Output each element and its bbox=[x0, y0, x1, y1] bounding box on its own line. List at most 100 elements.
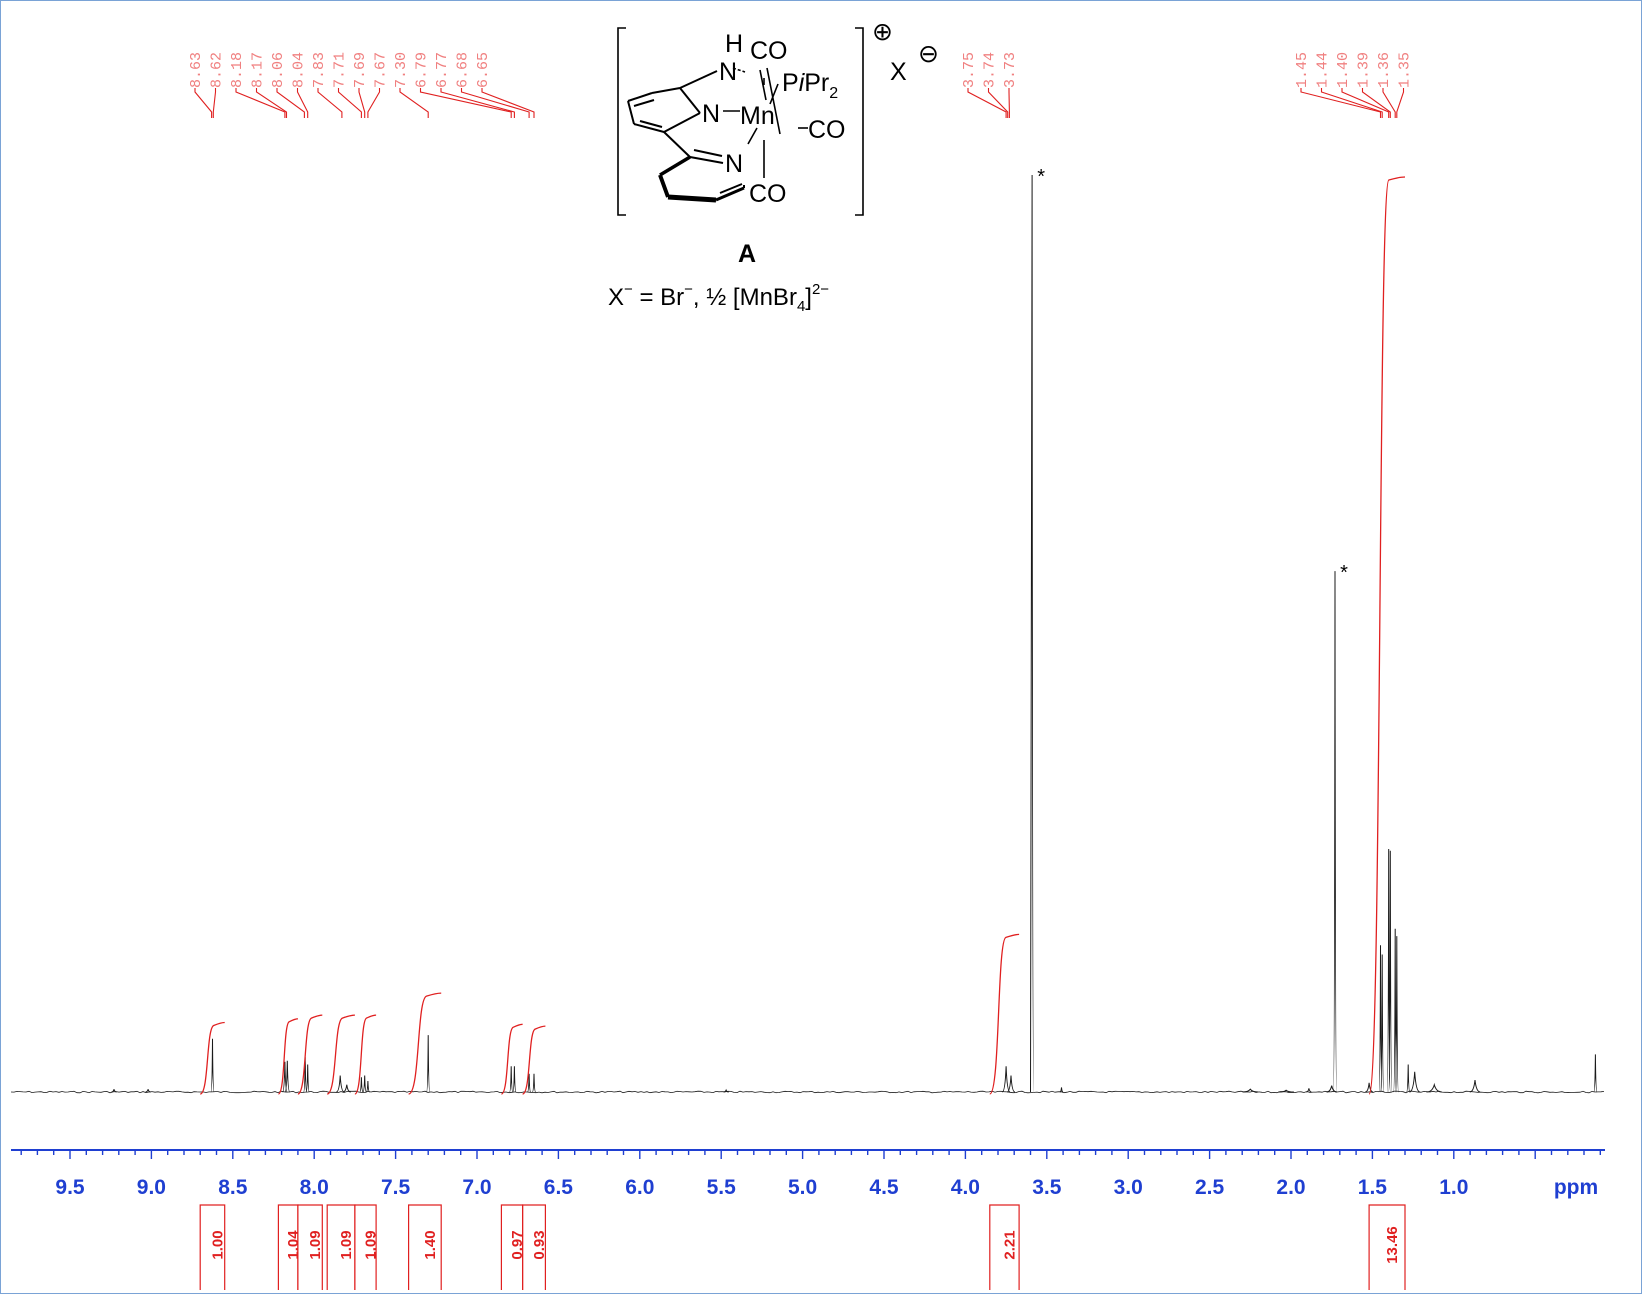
positive-charge-symbol: ⊕ bbox=[872, 18, 893, 46]
integral-curve bbox=[326, 1014, 355, 1095]
integral-curve bbox=[521, 1025, 546, 1095]
peak-label-connector bbox=[367, 88, 381, 118]
integral-bracket bbox=[500, 1204, 524, 1212]
integral-bracket bbox=[408, 1204, 442, 1212]
peak-label-connector bbox=[358, 88, 366, 118]
peak-label: 7.83 bbox=[311, 52, 328, 88]
peak-label-connector bbox=[419, 88, 512, 118]
solvent-asterisk: * bbox=[1037, 166, 1045, 188]
co-ligand-right: CO bbox=[808, 116, 846, 144]
peak-label: 8.04 bbox=[291, 52, 308, 88]
peak-label: 1.40 bbox=[1335, 52, 1352, 88]
peak-label-connector bbox=[235, 88, 286, 118]
solvent-asterisk: * bbox=[1340, 562, 1348, 584]
peak-label-connector bbox=[212, 88, 217, 118]
integral-curve bbox=[277, 1018, 298, 1095]
integral-bracket bbox=[277, 1204, 299, 1212]
peak-label: 1.36 bbox=[1376, 52, 1393, 88]
peak-label-connector bbox=[317, 88, 343, 118]
integral-bracket bbox=[326, 1204, 356, 1212]
x-axis-tick-label: 5.5 bbox=[707, 1176, 737, 1199]
peak-label-connector bbox=[1341, 88, 1390, 118]
molecular-structure: H N CO PiPr2 N Mn CO N CO ⊕ X ⊖ A X− = B… bbox=[608, 18, 939, 315]
spectrum-peak bbox=[531, 1073, 537, 1093]
anion-x: X bbox=[890, 58, 907, 86]
peak-label: 1.35 bbox=[1397, 52, 1414, 88]
peak-label: 8.62 bbox=[209, 52, 226, 88]
integral-layer bbox=[199, 176, 1406, 1095]
x-axis-tick-label: 9.0 bbox=[137, 1176, 166, 1199]
peak-label: 3.75 bbox=[961, 52, 978, 88]
peak-label: 6.68 bbox=[455, 52, 472, 88]
peak-label: 8.17 bbox=[250, 52, 267, 88]
peak-label: 8.06 bbox=[270, 52, 287, 88]
peak-label-connector bbox=[1320, 88, 1383, 118]
x-axis-tick-label: 2.5 bbox=[1195, 1176, 1225, 1199]
spectrum-peak bbox=[1426, 1082, 1443, 1093]
peak-label: 8.18 bbox=[229, 52, 246, 88]
spectrum-peak bbox=[365, 1080, 370, 1093]
integral-value: 1.09 bbox=[338, 1230, 355, 1259]
integral-bracket bbox=[354, 1204, 377, 1212]
peak-label-connector bbox=[460, 88, 530, 118]
spectrum-peak bbox=[1001, 1066, 1011, 1093]
integral-curve bbox=[1368, 176, 1406, 1095]
integral-curve bbox=[989, 933, 1020, 1095]
spectrum-peak bbox=[210, 1038, 215, 1093]
spectrum-baseline bbox=[10, 1090, 1605, 1094]
peak-label-connector bbox=[1361, 88, 1391, 118]
peak-label: 6.65 bbox=[475, 52, 492, 88]
x-axis-tick-label: 1.0 bbox=[1439, 1176, 1468, 1199]
spectrum-peak bbox=[342, 1084, 351, 1093]
atom-h: H bbox=[725, 30, 743, 58]
peak-label: 1.39 bbox=[1356, 52, 1373, 88]
spectrum-peak bbox=[305, 1064, 310, 1093]
peak-label: 1.45 bbox=[1294, 52, 1311, 88]
atom-n-pyridine-1: N bbox=[702, 100, 720, 128]
peak-label-connector bbox=[296, 88, 309, 118]
peak-label-connector bbox=[337, 88, 362, 118]
integral-curve bbox=[199, 1021, 225, 1095]
negative-charge-symbol: ⊖ bbox=[918, 40, 939, 68]
spectrum-peak bbox=[1394, 936, 1399, 1093]
spectrum-layer bbox=[10, 174, 1605, 1094]
x-axis-tick-label: 4.5 bbox=[869, 1176, 899, 1199]
integral-curve bbox=[297, 1014, 323, 1095]
co-ligand-top: CO bbox=[750, 37, 788, 65]
spectrum-peak bbox=[336, 1075, 345, 1093]
peak-label-connector bbox=[967, 88, 1007, 118]
atom-n-pyridine-2: N bbox=[725, 150, 743, 178]
peak-label: 1.44 bbox=[1315, 52, 1332, 88]
peak-label: 6.79 bbox=[414, 52, 431, 88]
x-axis-tick-label: 3.0 bbox=[1114, 1176, 1143, 1199]
integral-curve bbox=[354, 1014, 377, 1095]
x-axis: 9.5 9.0 8.5 8.0 7.5 7.0 6.5 6.0 5.5 5.0 4.5 4.0 3.5 3… bbox=[11, 1149, 1605, 1199]
right-bracket bbox=[855, 27, 864, 216]
spectrum-peak bbox=[512, 1066, 517, 1093]
peak-label: 3.74 bbox=[982, 52, 999, 88]
spectrum-peak bbox=[282, 1061, 288, 1093]
atom-n-amine: N bbox=[719, 58, 737, 86]
peak-label: 7.71 bbox=[332, 52, 349, 88]
x-axis-tick-label: 4.0 bbox=[951, 1176, 980, 1199]
integral-bracket bbox=[199, 1204, 226, 1212]
co-ligand-bottom: CO bbox=[749, 180, 787, 208]
spectrum-peak bbox=[284, 1060, 291, 1093]
x-axis-tick-label: 2.0 bbox=[1276, 1176, 1305, 1199]
metal-bonds bbox=[723, 67, 808, 178]
integral-value: 0.93 bbox=[531, 1230, 548, 1259]
x-axis-tick-label: 9.5 bbox=[55, 1176, 85, 1199]
phosphine-label: PiPr2 bbox=[782, 69, 838, 102]
peak-label-connector bbox=[1382, 88, 1396, 118]
spectrum-peak bbox=[509, 1066, 514, 1093]
peak-label: 8.63 bbox=[188, 52, 205, 88]
integral-curve bbox=[407, 992, 442, 1095]
x-axis-tick-label: 7.5 bbox=[381, 1176, 411, 1199]
peak-label: 7.67 bbox=[373, 52, 390, 88]
peak-label-layer: 8.63 8.62 8.18 8.17 8.06 8.04 7.83 7.71 7.69 7.67… bbox=[188, 52, 1414, 118]
integral-bracket bbox=[989, 1204, 1020, 1212]
spectrum-peak bbox=[1406, 1064, 1411, 1093]
spectrum-peak bbox=[1365, 1082, 1374, 1093]
integral-bracket bbox=[522, 1204, 546, 1212]
